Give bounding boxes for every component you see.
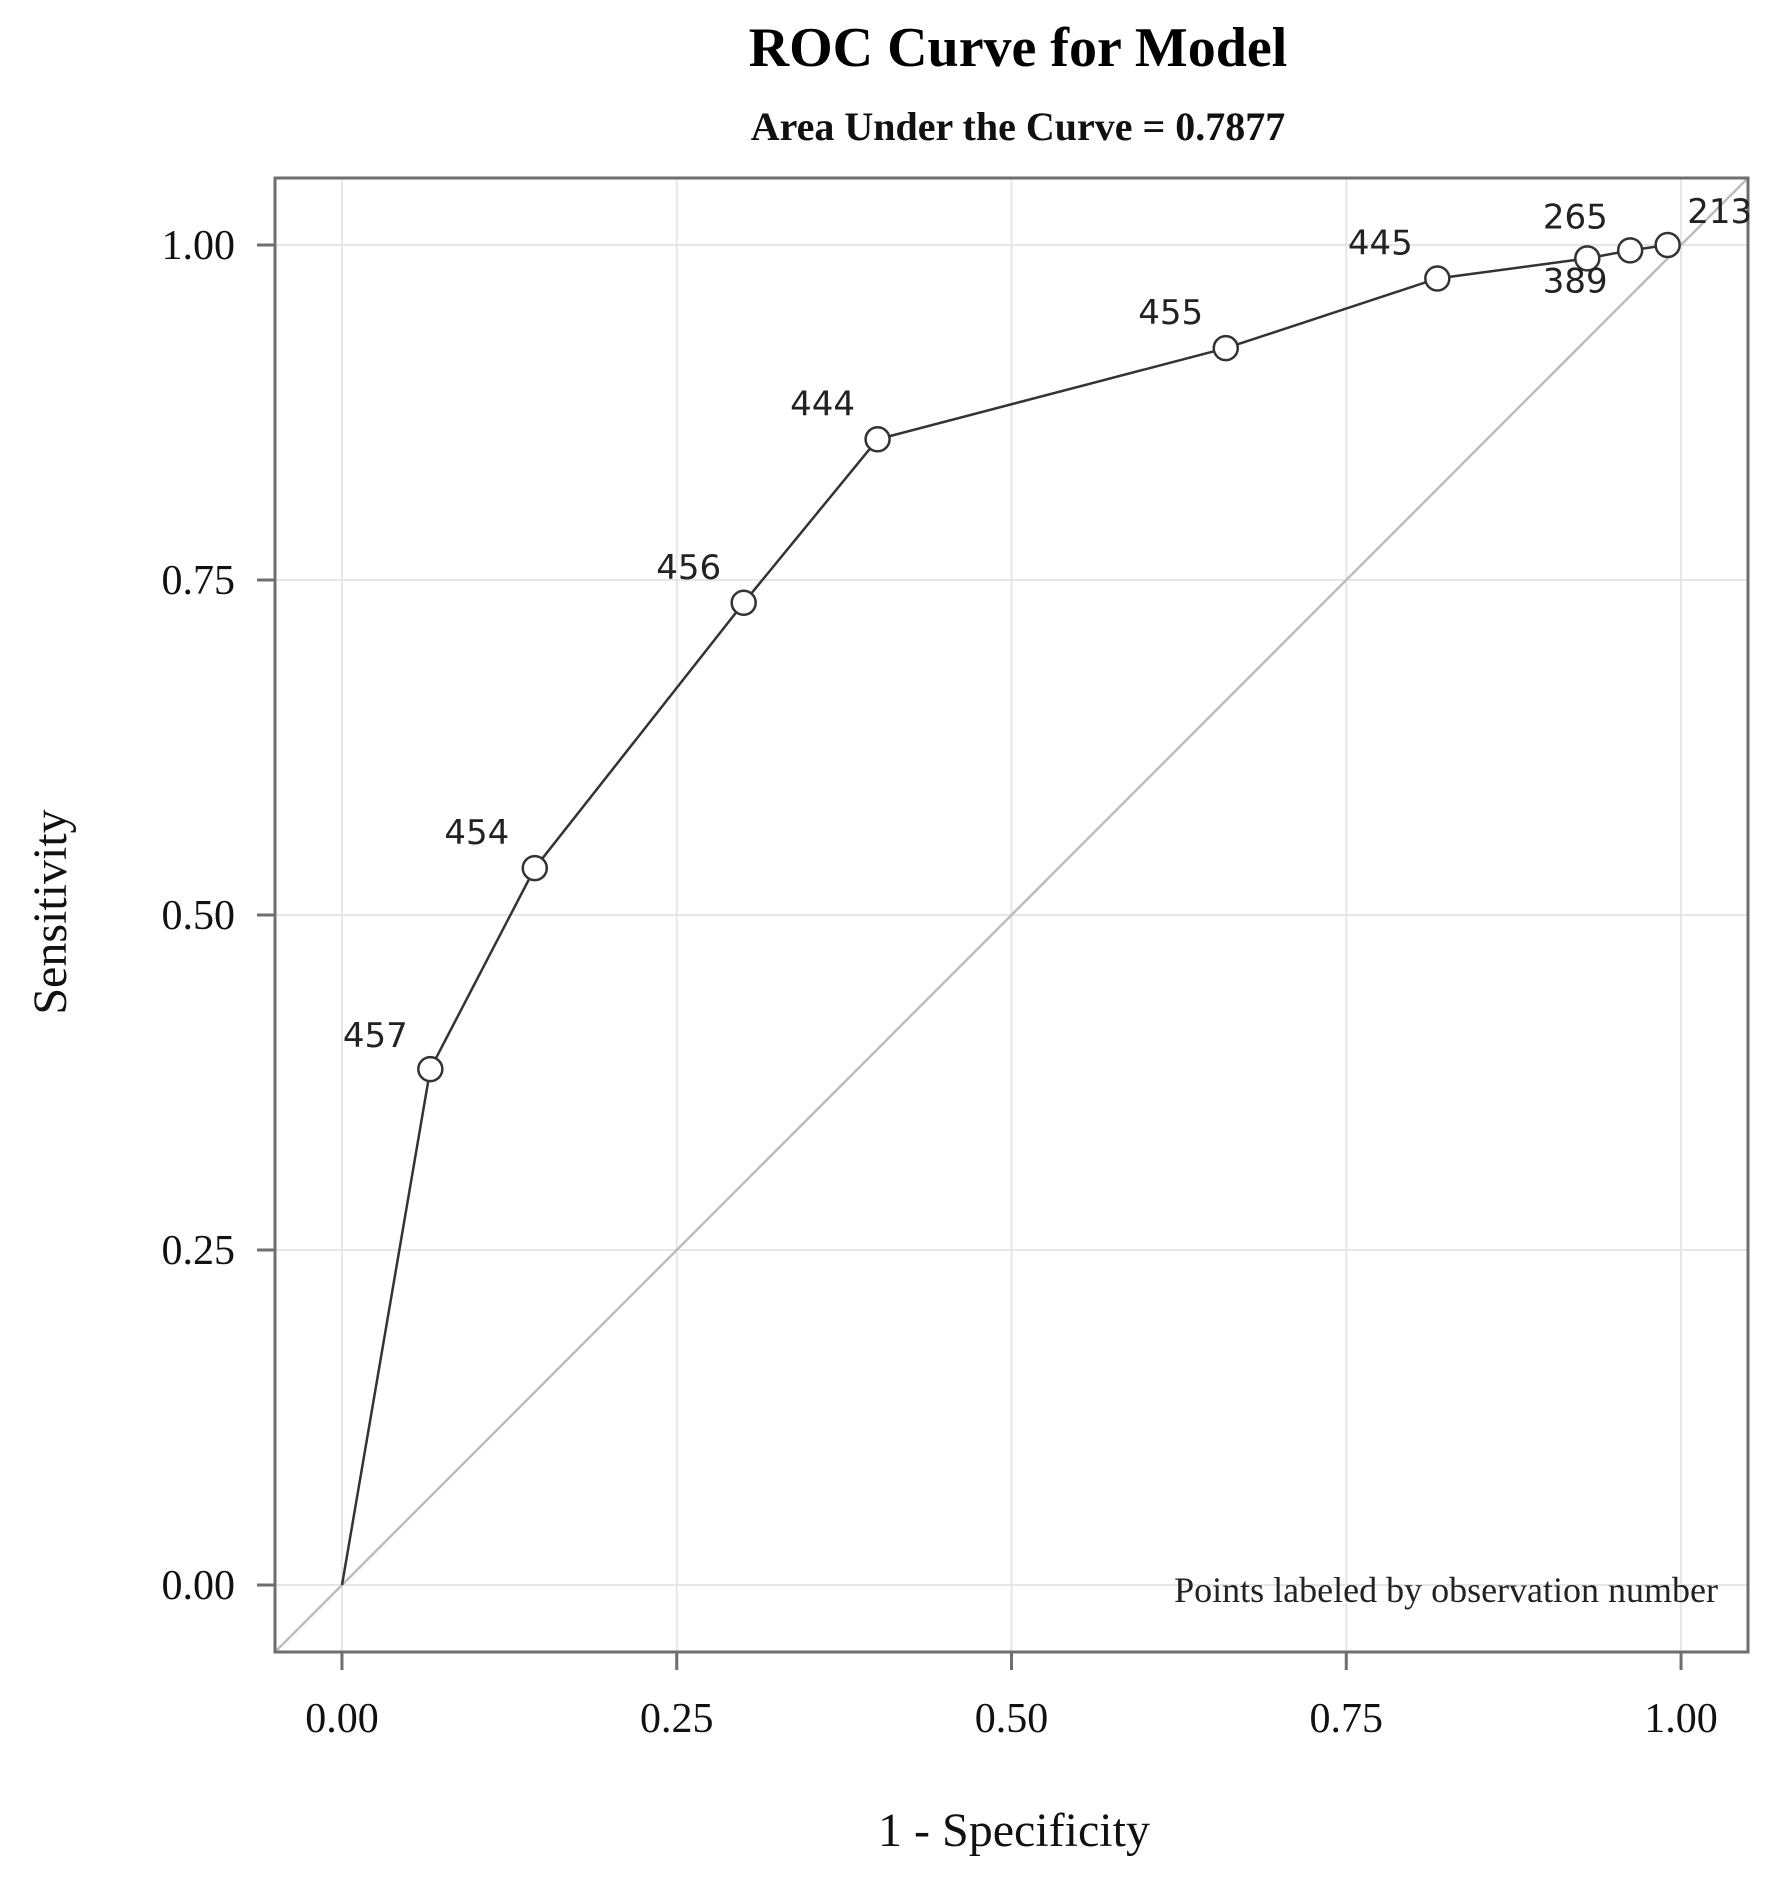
roc-point: [521, 854, 549, 882]
roc-point: [1654, 231, 1681, 259]
roc-point: [1424, 265, 1451, 292]
y-tick-label: 0.50: [162, 893, 236, 939]
chart-subtitle: Area Under the Curve = 0.7877: [751, 104, 1286, 149]
roc-point: [730, 589, 757, 617]
x-tick-label: 0.50: [975, 1696, 1049, 1742]
plot-note: Points labeled by observation number: [1174, 1570, 1718, 1610]
point-label: 454: [444, 813, 509, 853]
roc-points: [417, 231, 1681, 1083]
point-label: 213: [1687, 192, 1752, 232]
y-tick-label: 1.00: [162, 223, 236, 269]
roc-point: [1574, 245, 1601, 272]
y-tick-label: 0.75: [162, 558, 236, 604]
point-label: 457: [343, 1016, 408, 1056]
x-tick-label: 0.75: [1310, 1696, 1384, 1742]
y-tick-label: 0.25: [162, 1228, 236, 1274]
y-axis-label: Sensitivity: [24, 809, 77, 1014]
x-tick-label: 0.00: [305, 1696, 379, 1742]
point-label: 265: [1543, 197, 1608, 237]
point-label: 455: [1138, 293, 1203, 333]
grid-lines: [275, 178, 1748, 1652]
roc-point: [864, 426, 891, 453]
roc-point: [417, 1055, 444, 1083]
x-axis-label: 1 - Specificity: [878, 1804, 1150, 1857]
x-tick-label: 0.25: [640, 1696, 714, 1742]
chart-title: ROC Curve for Model: [749, 17, 1288, 79]
roc-point: [1212, 334, 1240, 362]
point-label: 456: [656, 548, 721, 588]
point-label: 444: [790, 384, 855, 424]
point-label: 389: [1543, 261, 1608, 301]
y-tick-label: 0.00: [162, 1563, 236, 1609]
x-tick-label: 1.00: [1644, 1696, 1718, 1742]
roc-curve-line: [340, 243, 1668, 1586]
reference-diagonal-line: [274, 177, 1749, 1653]
point-labels: 457 454 456 444 455 445 265 389 213: [343, 192, 1752, 1056]
point-label: 445: [1348, 224, 1413, 264]
roc-point: [1616, 237, 1644, 264]
axis-ticks: 0.00 0.25 0.50 0.75 1.00 0.00 0.25 0.50 0.75 1.00: [162, 223, 1718, 1742]
